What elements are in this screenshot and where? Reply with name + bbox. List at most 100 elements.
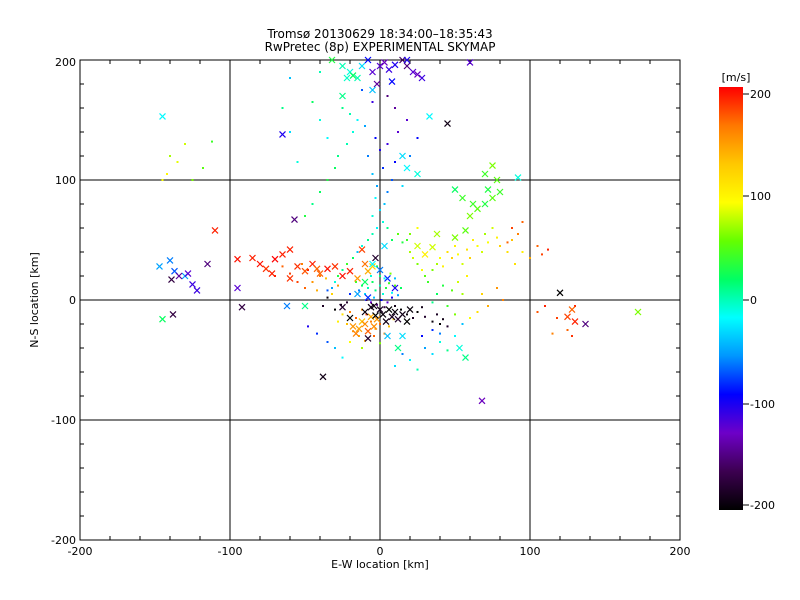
scatter-point-dot <box>356 251 359 253</box>
scatter-point-dot <box>382 221 384 223</box>
scatter-point-dot <box>176 161 179 163</box>
scatter-point-dot <box>431 329 434 331</box>
scatter-point-x <box>384 332 391 340</box>
scatter-point-dot <box>374 327 377 330</box>
scatter-point-x <box>372 254 379 262</box>
scatter-point-dot <box>517 233 519 235</box>
scatter-point-x <box>409 68 417 76</box>
scatter-point-dot <box>346 323 348 325</box>
y-tick-label: -100 <box>51 414 76 427</box>
scatter-point-x <box>489 162 496 170</box>
scatter-point-x <box>370 322 378 330</box>
scatter-point-dot <box>421 269 423 271</box>
scatter-point-x <box>234 284 241 292</box>
scatter-point-dot <box>322 305 324 307</box>
scatter-point-dot <box>376 303 378 306</box>
scatter-point-x <box>358 246 366 254</box>
scatter-point-dot <box>166 173 168 175</box>
scatter-point-x <box>514 174 522 182</box>
scatter-point-dot <box>566 329 569 331</box>
colorbar-tick-label: 100 <box>750 190 771 203</box>
scatter-point-x <box>364 327 372 335</box>
scatter-point-dot <box>319 191 321 193</box>
scatter-point-dot <box>394 284 396 287</box>
colorbar-gradient <box>719 87 743 510</box>
scatter-point-dot <box>289 272 291 275</box>
scatter-point-dot <box>406 119 408 121</box>
scatter-point-x <box>484 186 492 194</box>
scatter-point-dot <box>394 305 396 307</box>
scatter-point-dot <box>406 239 408 241</box>
scatter-point-dot <box>427 281 429 283</box>
scatter-point-x <box>481 200 489 208</box>
scatter-point-x <box>496 188 504 196</box>
scatter-point-x <box>414 170 421 178</box>
scatter-point-x <box>346 314 354 322</box>
scatter-point-x <box>169 310 177 318</box>
y-axis-tick-marks <box>80 59 680 541</box>
colorbar: [m/s] 200 100 0 -100 -200 <box>719 71 775 512</box>
scatter-point-x <box>451 186 459 194</box>
scatter-point-dot <box>416 263 419 265</box>
scatter-point-dot <box>506 251 509 253</box>
scatter-point-dot <box>397 294 399 297</box>
scatter-point-dot <box>556 317 558 319</box>
scatter-point-dot <box>469 317 471 319</box>
scatter-point-dot <box>574 305 576 307</box>
scatter-point-dot <box>349 293 351 295</box>
scatter-point-x <box>403 62 411 70</box>
scatter-point-dot <box>371 215 374 217</box>
colorbar-ticks: 200 100 0 -100 -200 <box>743 88 775 512</box>
scatter-point-x <box>414 70 421 78</box>
scatter-point-x <box>369 86 376 94</box>
scatter-point-dot <box>341 269 344 271</box>
colorbar-tick-label: 0 <box>750 294 757 307</box>
scatter-point-dot <box>461 263 464 265</box>
scatter-point-dot <box>281 107 284 109</box>
scatter-point-dot <box>431 301 434 304</box>
scatter-point-x <box>204 260 211 268</box>
y-tick-label: 200 <box>55 56 76 69</box>
scatter-point-x <box>175 272 183 280</box>
scatter-point-x <box>361 308 369 316</box>
scatter-point-x <box>234 255 241 263</box>
y-axis-label: N-S location [km] <box>28 252 41 348</box>
scatter-point-dot <box>431 269 434 271</box>
scatter-point-dot <box>349 311 351 313</box>
scatter-point-x <box>256 260 264 268</box>
scatter-point-dot <box>380 299 383 301</box>
scatter-point-dot <box>461 293 464 295</box>
scatter-point-dot <box>371 101 374 103</box>
scatter-point-dot <box>400 308 402 311</box>
scatter-point-dot <box>481 251 483 253</box>
scatter-point-dot <box>421 306 423 309</box>
scatter-point-dot <box>386 95 389 97</box>
scatter-point-dot <box>346 301 348 304</box>
scatter-point-dot <box>394 161 396 163</box>
scatter-point-x <box>349 322 357 330</box>
scatter-point-dot <box>521 251 524 253</box>
scatter-point-dot <box>487 305 489 307</box>
y-tick-label: -200 <box>51 534 76 547</box>
scatter-point-dot <box>364 125 366 127</box>
scatter-point-dot <box>373 335 375 337</box>
scatter-point-x <box>391 61 399 69</box>
scatter-point-dot <box>346 143 348 145</box>
scatter-point-dot <box>383 306 386 309</box>
scatter-point-x <box>364 334 372 342</box>
scatter-point-dot <box>361 347 363 349</box>
scatter-point-dot <box>412 257 414 259</box>
scatter-point-dot <box>436 293 438 295</box>
scatter-point-x <box>361 278 369 286</box>
scatter-point-dot <box>511 227 513 229</box>
scatter-point-dot <box>412 317 414 319</box>
scatter-point-dot <box>349 341 351 343</box>
scatter-point-x <box>156 262 163 270</box>
scatter-point-dot <box>506 241 509 244</box>
scatter-point-x <box>168 276 175 284</box>
scatter-point-dot <box>331 287 333 289</box>
scatter-point-dot <box>514 263 516 265</box>
scatter-point-dot <box>431 353 434 355</box>
scatter-point-dot <box>370 275 372 277</box>
scatter-point-x <box>301 267 309 275</box>
